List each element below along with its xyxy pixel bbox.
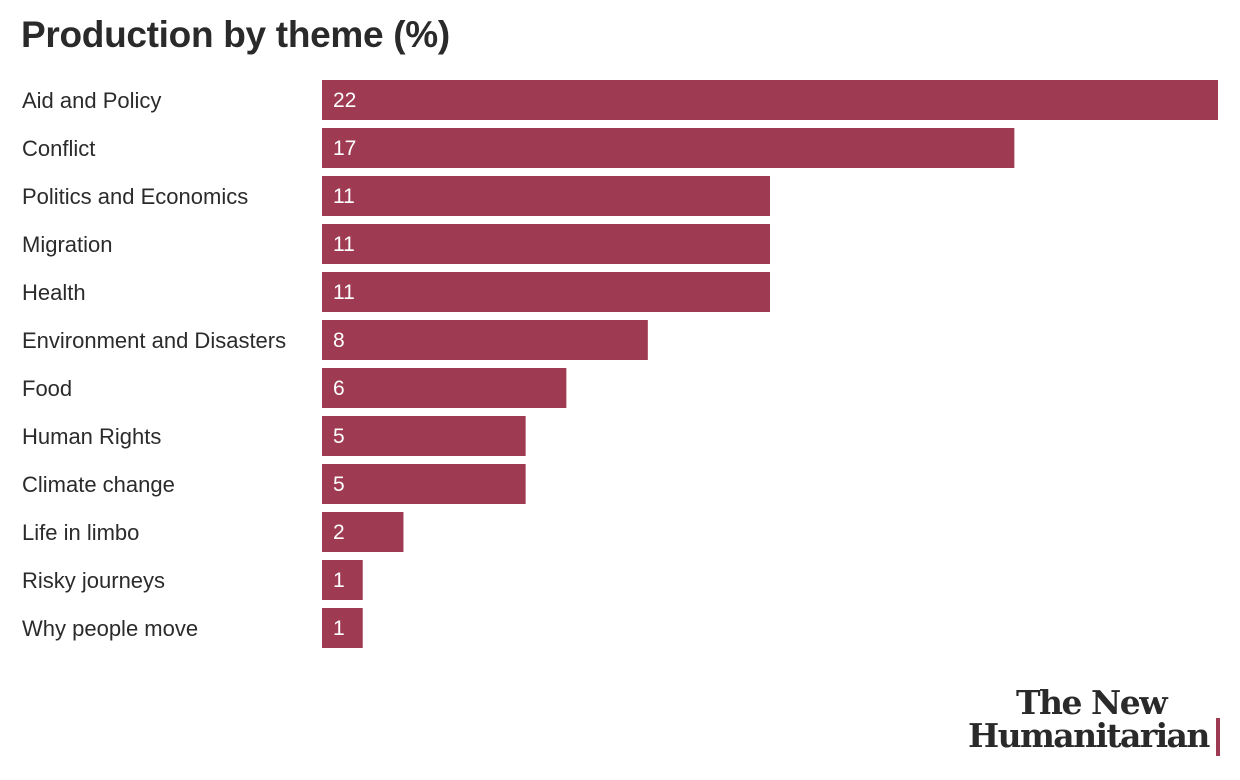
brand-accent-bar: [1216, 718, 1220, 756]
value-label: 17: [333, 137, 356, 160]
chart-title: Production by theme (%): [21, 14, 450, 55]
bar: [322, 560, 363, 600]
bar: [322, 128, 1015, 168]
value-label: 5: [333, 425, 345, 448]
bar: [322, 368, 567, 408]
value-label: 5: [333, 473, 345, 496]
value-label: 6: [333, 377, 345, 400]
category-label: Environment and Disasters: [22, 328, 286, 353]
brand-logo-line2: Humanitarian: [968, 716, 1210, 755]
category-label: Food: [22, 376, 72, 401]
category-label: Migration: [22, 232, 112, 257]
category-label: Aid and Policy: [22, 88, 161, 113]
category-label: Risky journeys: [22, 568, 165, 593]
bar: [322, 224, 770, 264]
category-label: Human Rights: [22, 424, 161, 449]
bar: [322, 608, 363, 648]
bar: [322, 176, 770, 216]
category-label: Conflict: [22, 136, 95, 161]
category-label: Climate change: [22, 472, 175, 497]
bar: [322, 512, 404, 552]
value-label: 11: [333, 281, 355, 304]
category-label: Health: [22, 280, 86, 305]
value-label: 11: [333, 185, 355, 208]
bar: [322, 320, 648, 360]
value-label: 22: [333, 89, 356, 112]
category-label: Politics and Economics: [22, 184, 248, 209]
bar: [322, 80, 1218, 120]
category-label: Why people move: [22, 616, 198, 641]
brand-logo: The New Humanitarian: [968, 686, 1224, 758]
bar: [322, 416, 526, 456]
value-label: 2: [333, 521, 345, 544]
value-label: 11: [333, 233, 355, 256]
bars-layer: Aid and Policy 22 Conflict 17 Politics and E…: [22, 80, 1218, 648]
value-label: 8: [333, 329, 345, 352]
brand-logo-line1: The New: [1016, 683, 1168, 722]
category-label: Life in limbo: [22, 520, 139, 545]
value-label: 1: [333, 569, 345, 592]
bar-chart: Aid and Policy 22 Conflict 17 Politics and E…: [22, 80, 1218, 648]
bar: [322, 464, 526, 504]
value-label: 1: [333, 617, 345, 640]
bar: [322, 272, 770, 312]
